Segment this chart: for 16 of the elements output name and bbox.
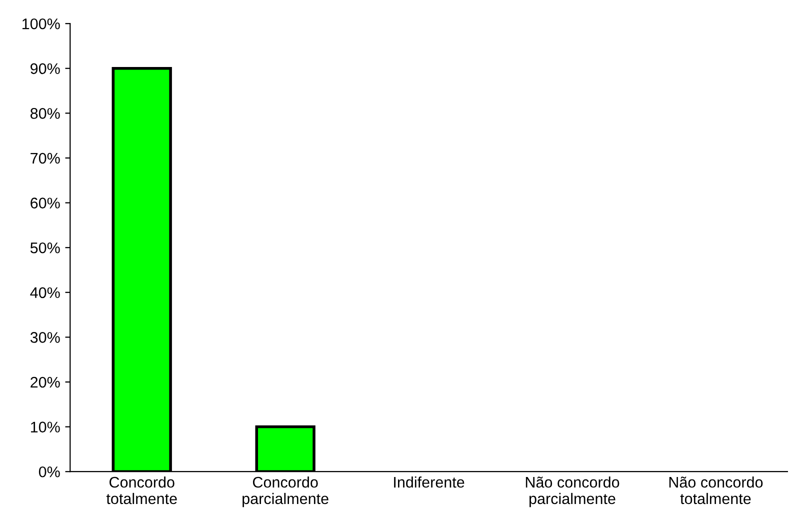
x-tick-label: Não concordo totalmente	[669, 476, 763, 504]
y-tick-label: 90%	[30, 63, 60, 74]
y-tick-label: 80%	[30, 108, 60, 119]
x-tick-label: Concordo totalmente	[106, 476, 177, 504]
y-tick-label: 0%	[38, 466, 60, 478]
y-tick-label: 50%	[30, 242, 60, 254]
y-tick-label: 70%	[30, 152, 60, 164]
x-tick-label: Não concordo parcialmente	[526, 476, 620, 508]
y-tick-label: 100%	[22, 18, 60, 30]
y-tick-label: 40%	[30, 287, 60, 298]
y-tick-label: 60%	[30, 198, 60, 208]
y-tick-label: 30%	[30, 332, 60, 343]
y-tick-label: 20%	[30, 376, 60, 388]
y-tick-label: 10%	[31, 422, 60, 432]
x-tick-label: Indiferente	[394, 476, 464, 488]
x-tick-label: Concordo parcialmente	[242, 476, 328, 508]
